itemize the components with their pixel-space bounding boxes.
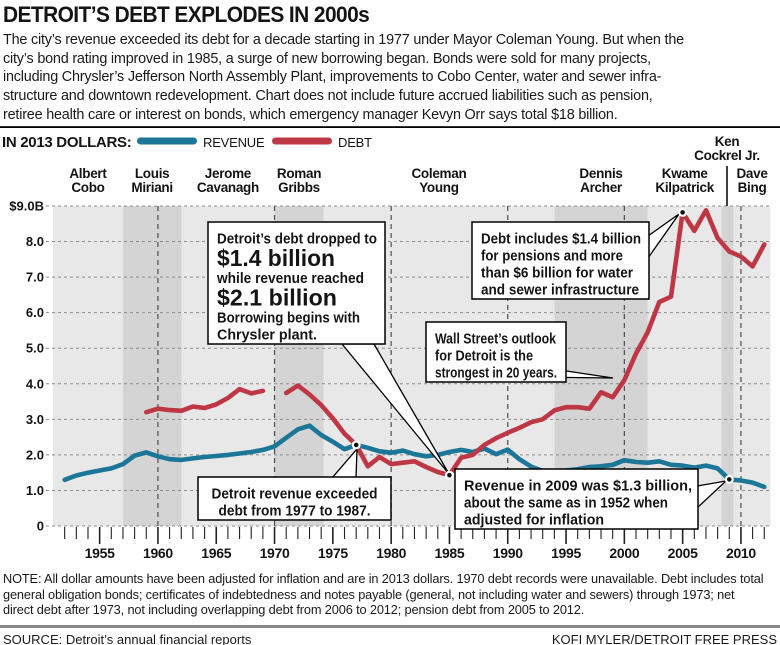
text-line: including Chrysler’s Jefferson North Ass… bbox=[3, 69, 662, 86]
revenue-line bbox=[62, 423, 767, 490]
mayor-name: Dennis bbox=[579, 166, 622, 181]
x-axis-year-label: 1955 bbox=[85, 545, 115, 561]
data-marker-revenue-exceeds-debt bbox=[351, 440, 361, 450]
mayor-name: Young bbox=[419, 180, 459, 195]
mayor-name: Miriani bbox=[131, 180, 172, 195]
header: DETROIT’S DEBT EXPLODES IN 2000s The cit… bbox=[3, 0, 777, 125]
legend-swatch-debt bbox=[272, 137, 332, 145]
footer-divider bbox=[0, 625, 780, 628]
text-line: The city’s revenue exceeded its debt for… bbox=[3, 32, 684, 48]
x-axis-year-label: 2000 bbox=[609, 545, 639, 561]
y-axis-label: 7.0 bbox=[26, 270, 44, 285]
callout-text-line: Debt includes $1.4 billion bbox=[481, 232, 641, 248]
data-marker-debt-low-point bbox=[444, 470, 454, 480]
callout-text-line: adjusted for inflation bbox=[464, 513, 604, 529]
legend-series-label: REVENUE bbox=[203, 135, 265, 150]
legend-swatch-revenue bbox=[137, 137, 197, 145]
mayor-name: Ken bbox=[715, 134, 740, 149]
x-axis-year-label: 1985 bbox=[434, 545, 464, 561]
callout-text-line: Detroit’s debt dropped to bbox=[217, 232, 377, 248]
mayor-name: Jerome bbox=[205, 166, 252, 181]
legend-series-label: DEBT bbox=[338, 135, 372, 150]
text-line: NOTE: All dollar amounts have been adjus… bbox=[3, 571, 764, 586]
x-axis-year-label: 2005 bbox=[668, 545, 698, 561]
callout-text-line: $1.4 billion bbox=[217, 245, 335, 271]
text-line: retiree health care or interest on bonds… bbox=[3, 106, 618, 123]
mayor-name: Cockrel Jr. bbox=[694, 148, 760, 163]
x-axis-year-label: 1965 bbox=[201, 545, 231, 561]
mayor-name: Dave bbox=[736, 166, 768, 181]
legend-label: IN 2013 DOLLARS: bbox=[2, 134, 131, 151]
mayor-name: Kwame bbox=[662, 166, 709, 181]
y-axis-label: 6.0 bbox=[26, 305, 44, 320]
x-axis-year-label: 1970 bbox=[260, 545, 290, 561]
intro-paragraph: The city’s revenue exceeded its debt for… bbox=[3, 31, 777, 125]
footnote: NOTE: All dollar amounts have been adjus… bbox=[3, 571, 777, 618]
x-axis-year-label: 1990 bbox=[493, 545, 523, 561]
text-line: direct debt after 1973, not including ov… bbox=[3, 602, 585, 618]
data-marker-debt-peak bbox=[678, 207, 688, 217]
y-axis-label: 8.0 bbox=[26, 234, 44, 249]
mayor-term-band-dave-bing bbox=[733, 206, 771, 526]
callout-text-line: while revenue reached bbox=[216, 271, 364, 287]
mayor-name: Gribbs bbox=[278, 180, 320, 195]
callout-text-line: strongest in 20 years. bbox=[435, 366, 557, 382]
callout-box-4 bbox=[197, 476, 392, 521]
callout-box-3 bbox=[425, 321, 567, 383]
callout-text-line: $2.1 billion bbox=[217, 285, 337, 311]
callout-box-2 bbox=[471, 221, 650, 300]
y-axis-label: $9.0B bbox=[9, 198, 44, 213]
callout-box-1 bbox=[207, 221, 386, 345]
y-axis-label: 5.0 bbox=[26, 341, 44, 356]
callout-text-line: Revenue in 2009 was $1.3 billion, bbox=[464, 479, 692, 495]
callout-text-line: Detroit revenue exceeded bbox=[212, 487, 378, 503]
credit-text: KOFI MYLER/DETROIT FREE PRESS bbox=[551, 632, 777, 645]
callout-text-line: about the same as in 1952 when bbox=[464, 496, 668, 512]
mayor-term-band-louis-miriani bbox=[123, 206, 182, 526]
debt-line-segment-1 bbox=[144, 386, 266, 415]
y-axis-label: 4.0 bbox=[26, 376, 44, 391]
text-line: city’s bond rating improved in 1985, a s… bbox=[3, 50, 651, 67]
x-axis-year-label: 1960 bbox=[143, 545, 173, 561]
x-axis-year-label: 1980 bbox=[376, 545, 406, 561]
mayor-name: Kilpatrick bbox=[655, 180, 714, 195]
source-text: SOURCE: Detroit’s annual financial repor… bbox=[3, 632, 252, 645]
callout-text-line: Chrysler plant. bbox=[217, 328, 317, 344]
callout-text-line: Borrowing begins with bbox=[217, 311, 360, 327]
x-axis-year-label: 2010 bbox=[726, 545, 756, 561]
mayor-name: Albert bbox=[69, 166, 107, 181]
x-axis-year-label: 1995 bbox=[551, 545, 581, 561]
legend-top-rule bbox=[0, 126, 780, 128]
callout-text-line: debt from 1977 to 1987. bbox=[219, 504, 371, 520]
mayor-name: Bing bbox=[738, 180, 767, 195]
mayor-name: Louis bbox=[135, 166, 170, 181]
page-title: DETROIT’S DEBT EXPLODES IN 2000s bbox=[3, 2, 370, 27]
callout-text-line: than $6 billion for water bbox=[481, 266, 633, 282]
mayor-name: Roman bbox=[277, 166, 321, 181]
text-line: structure and downtown redevelopment. Ch… bbox=[3, 88, 653, 105]
source-row: SOURCE: Detroit’s annual financial repor… bbox=[3, 632, 777, 645]
y-axis-label: 3.0 bbox=[26, 412, 44, 427]
data-marker-revenue-2009 bbox=[724, 474, 734, 484]
mayor-name: Coleman bbox=[411, 166, 466, 181]
text-line: general obligation bonds; certificates o… bbox=[3, 586, 735, 602]
callout-text-line: Wall Street’s outlook bbox=[435, 332, 557, 348]
mayor-name: Archer bbox=[580, 180, 623, 195]
callout-text-line: for pensions and more bbox=[481, 249, 623, 265]
debt-revenue-chart: IN 2013 DOLLARS: REVENUE DEBT $9.0B 8.0 7.0 6.… bbox=[0, 126, 780, 561]
mayor-name: Cobo bbox=[71, 180, 104, 195]
callout-text-line: and sewer infrastructure bbox=[481, 283, 639, 299]
y-axis-label: 2.0 bbox=[26, 447, 44, 462]
callout-box-5 bbox=[454, 468, 699, 530]
x-axis-year-label: 1975 bbox=[318, 545, 348, 561]
y-axis-label: 0 bbox=[37, 519, 44, 534]
mayor-name: Cavanagh bbox=[197, 180, 259, 195]
y-axis-label: 1.0 bbox=[26, 483, 44, 498]
callout-text-line: for Detroit is the bbox=[435, 349, 533, 365]
mayor-term-band-ken-cockreljr bbox=[721, 206, 734, 526]
